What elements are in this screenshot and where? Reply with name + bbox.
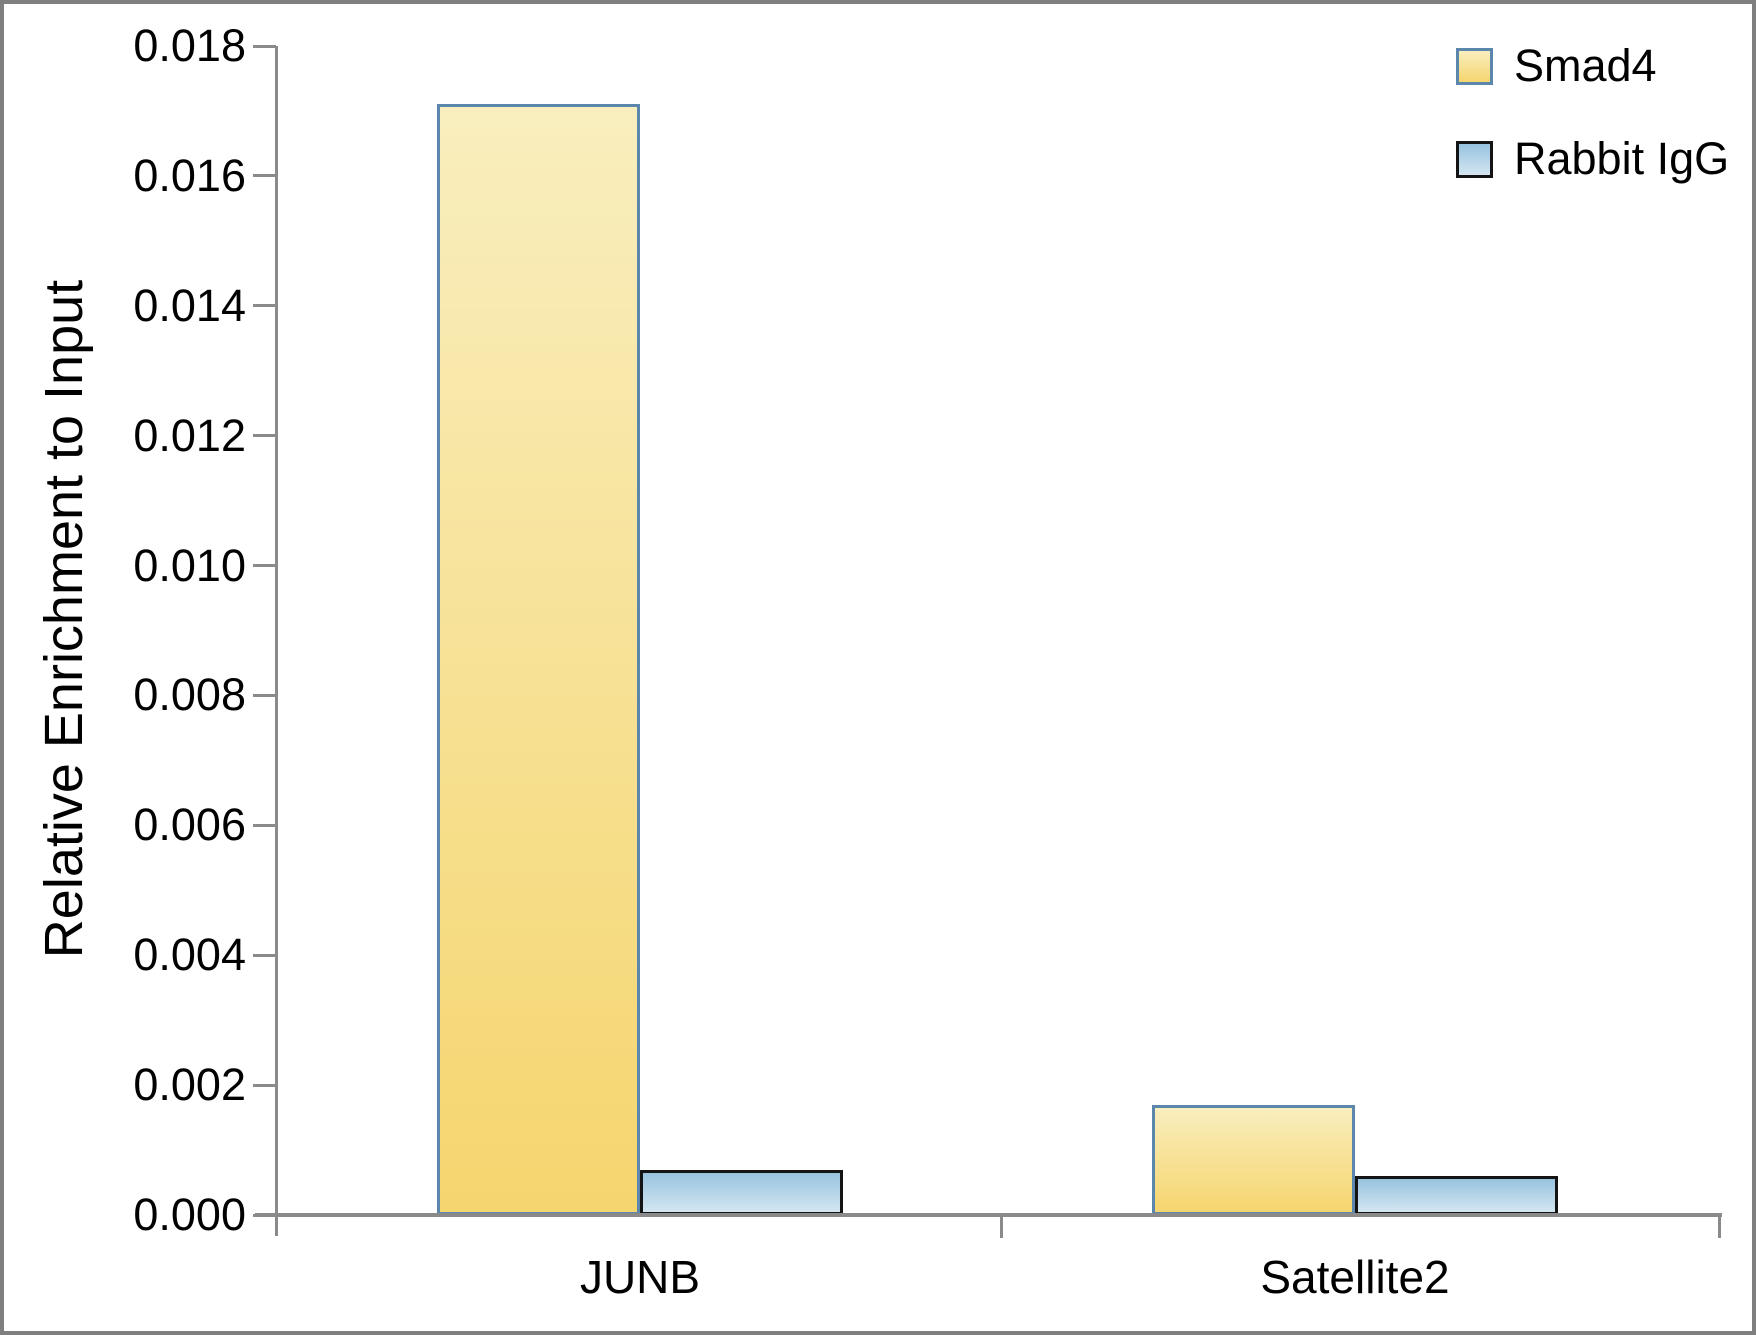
bar-smad4-satellite2 bbox=[1152, 1104, 1355, 1215]
y-axis-line bbox=[275, 46, 278, 1236]
legend-item-rabbit-igg: Rabbit IgG bbox=[1456, 135, 1729, 183]
y-tick-label: 0.016 bbox=[133, 149, 246, 201]
legend-label-rabbit-igg: Rabbit IgG bbox=[1514, 133, 1730, 184]
y-tick-label: 0.004 bbox=[133, 929, 246, 981]
legend-label-smad4: Smad4 bbox=[1514, 40, 1657, 91]
x-tick-mark bbox=[1000, 1215, 1003, 1238]
legend-swatch-smad4 bbox=[1456, 47, 1493, 85]
legend-item-smad4: Smad4 bbox=[1456, 42, 1729, 90]
bar-smad4-junb bbox=[437, 104, 640, 1215]
y-tick-mark bbox=[253, 44, 276, 48]
y-tick-label: 0.014 bbox=[133, 279, 246, 331]
y-tick-mark bbox=[253, 174, 276, 178]
y-tick-label: 0.000 bbox=[133, 1189, 246, 1240]
y-tick-mark bbox=[253, 693, 276, 697]
x-category-label-satellite2: Satellite2 bbox=[1260, 1251, 1450, 1303]
y-tick-label: 0.018 bbox=[133, 20, 246, 71]
y-tick-mark bbox=[253, 823, 276, 827]
legend-swatch-rabbit-igg bbox=[1456, 140, 1493, 178]
bar-rabbit-igg-satellite2 bbox=[1355, 1176, 1558, 1215]
x-category-label-junb: JUNB bbox=[579, 1251, 701, 1303]
x-axis-line bbox=[255, 1213, 1722, 1217]
y-tick-mark bbox=[253, 304, 276, 308]
y-tick-label: 0.002 bbox=[133, 1059, 246, 1111]
y-tick-label: 0.010 bbox=[133, 539, 246, 591]
x-tick-mark bbox=[1718, 1215, 1721, 1238]
bar-rabbit-igg-junb bbox=[640, 1169, 843, 1215]
y-tick-mark bbox=[253, 953, 276, 957]
y-tick-label: 0.008 bbox=[133, 669, 246, 721]
y-tick-mark bbox=[253, 434, 276, 438]
legend: Smad4 Rabbit IgG bbox=[1456, 42, 1729, 183]
y-tick-label: 0.012 bbox=[133, 409, 246, 461]
y-tick-mark bbox=[253, 1083, 276, 1087]
y-tick-mark bbox=[253, 564, 276, 568]
y-tick-label: 0.006 bbox=[133, 799, 246, 851]
